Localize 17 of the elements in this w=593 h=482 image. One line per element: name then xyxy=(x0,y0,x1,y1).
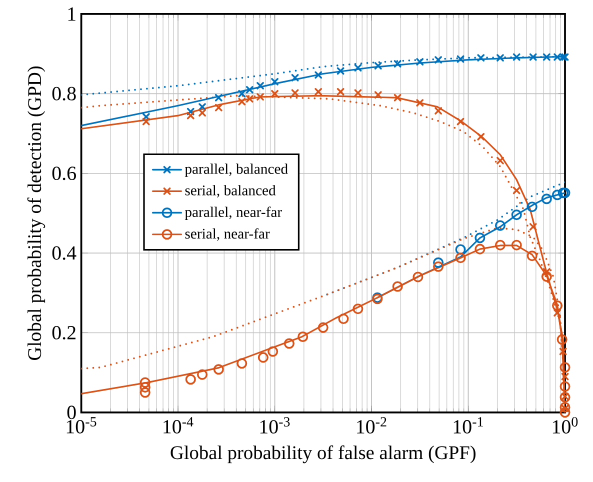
y-tick-label: 0.4 xyxy=(52,246,76,260)
x-tick-label: 10$^{-3}$ xyxy=(260,417,290,434)
x-tick-label: 10$^{-1}$ xyxy=(454,417,483,434)
y-tick-label: 0.8 xyxy=(52,87,76,101)
y-tick-label: 0.6 xyxy=(52,166,76,180)
y-axis-title: Global probability of detection (GPD) xyxy=(27,66,46,360)
y-tick-label: 0 xyxy=(67,406,76,420)
legend-label: serial, near-far xyxy=(185,228,270,241)
y-tick-label: 0.2 xyxy=(52,326,76,340)
x-tick-label: 10$^{0}$ xyxy=(552,417,578,434)
x-tick-label: 10$^{-2}$ xyxy=(357,417,386,434)
x-axis-title: Global probability of false alarm (GPF) xyxy=(170,446,476,464)
legend-label: parallel, near-far xyxy=(184,206,282,220)
legend-label: parallel, balanced xyxy=(184,164,288,177)
y-tick-label: 1 xyxy=(68,8,76,21)
x-tick-label: 10$^{-4}$ xyxy=(164,417,194,434)
legend-label: serial, balanced xyxy=(185,185,276,198)
